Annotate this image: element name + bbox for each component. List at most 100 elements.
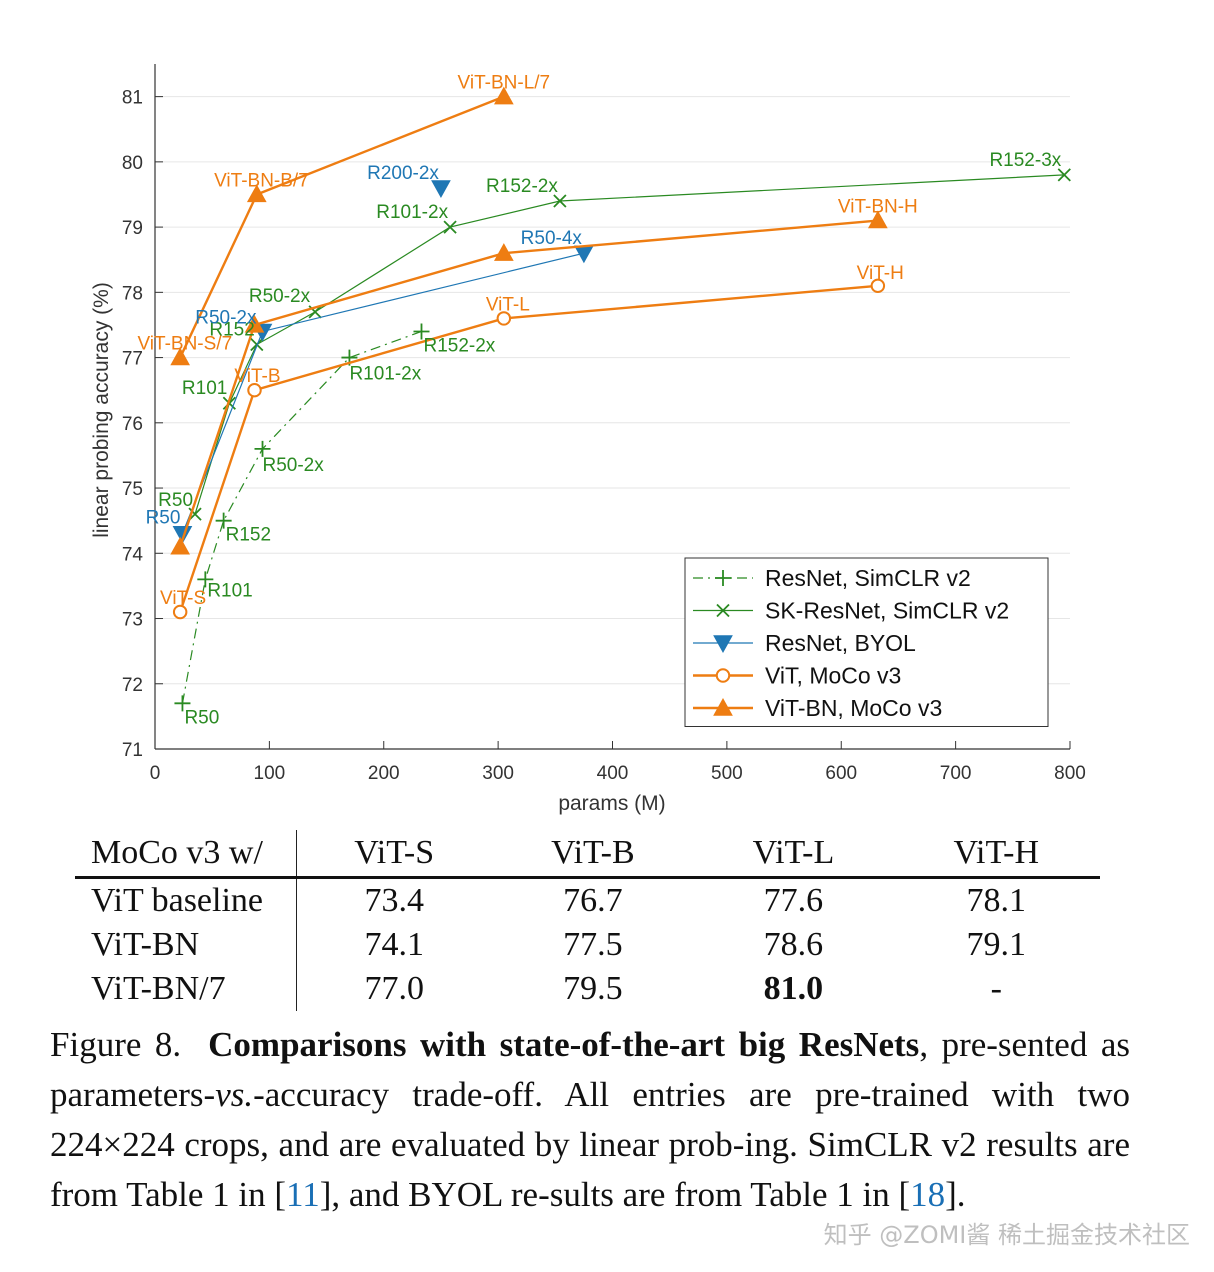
legend-box (684, 557, 1049, 727)
caption-title: Comparisons with state-of-the-art big Re… (208, 1025, 920, 1064)
table-row: ViT-BN/7 77.0 79.5 81.0 - (75, 967, 1100, 1011)
y-tick-label: 72 (122, 675, 143, 696)
grid-lines (155, 96, 1070, 685)
circle-marker (172, 604, 188, 620)
series-line (194, 174, 1065, 515)
triangle-up-marker (170, 536, 191, 555)
series-line (181, 330, 422, 704)
plus-marker (215, 512, 232, 529)
figure-label: Figure 8. (50, 1025, 182, 1064)
plus-marker (197, 571, 214, 588)
triangle-up-marker (244, 314, 265, 333)
point-label: R50 (146, 508, 181, 529)
series-line (179, 284, 878, 613)
point-label: R50-4x (521, 228, 583, 249)
citation-link[interactable]: 11 (286, 1175, 320, 1214)
point-label: R101-2x (349, 364, 421, 385)
table-cell: 77.0 (364, 970, 424, 1007)
table-cell: 77.5 (563, 926, 623, 963)
x-tick-label: 400 (597, 763, 629, 784)
y-tick-label: 81 (122, 88, 143, 109)
table-header-cell: ViT-S (354, 834, 435, 871)
point-label: ViT-BN-L/7 (458, 73, 551, 94)
legend-label: ResNet, BYOL (765, 630, 916, 656)
y-tick-label: 76 (122, 414, 143, 435)
y-axis-label: linear probing accuracy (%) (90, 282, 113, 538)
results-table: MoCo v3 w/ ViT-S ViT-B ViT-L ViT-H ViT b… (75, 830, 1100, 1011)
table-cell: 77.6 (763, 882, 824, 919)
legend-label: SK-ResNet, SimCLR v2 (765, 598, 1009, 624)
citation-link[interactable]: 18 (910, 1175, 946, 1214)
plus-marker (254, 440, 271, 457)
point-label: R101 (182, 378, 227, 399)
point-label: ViT-BN-H (838, 197, 918, 218)
circle-marker (496, 311, 512, 326)
point-label: R50 (158, 490, 193, 511)
point-label: ViT-BN-S/7 (137, 334, 232, 355)
x-axis-label: params (M) (558, 792, 665, 815)
triangle-up-marker (493, 243, 514, 261)
row-label: ViT baseline (75, 877, 297, 923)
y-tick-label: 79 (122, 218, 143, 239)
point-label: R152-3x (989, 150, 1061, 171)
point-label: R50-2x (249, 286, 311, 307)
axes: 71 72 73 74 75 76 77 78 79 80 81 0 100 200 300 400 500 60… (122, 64, 1086, 784)
triangle-down-marker (713, 635, 733, 654)
triangle-up-marker (170, 347, 191, 366)
point-labels: R50R101R152R50-2xR101-2xR152-2xR50R101R1… (137, 73, 1061, 729)
point-label: R50-2x (263, 455, 325, 476)
triangle-down-marker (431, 180, 451, 198)
watermark: 知乎 @ZOMI酱 稀土掘金技术社区 (823, 1221, 1190, 1249)
table-header-cell: MoCo v3 w/ (75, 830, 297, 878)
x-tick-label: 500 (711, 763, 743, 784)
x-marker (716, 603, 730, 618)
plus-marker (715, 570, 731, 586)
table-cell: 79.1 (966, 926, 1027, 963)
point-label: R152-2x (486, 176, 558, 197)
table-row: ViT baseline 73.4 76.7 77.6 78.1 (75, 877, 1100, 923)
point-label: R152-2x (423, 335, 495, 356)
caption-italic: vs. (215, 1075, 254, 1114)
table-header-cell: ViT-L (752, 834, 835, 871)
y-tick-label: 74 (122, 544, 144, 565)
triangle-up-marker (246, 184, 267, 203)
legend-label: ViT-BN, MoCo v3 (765, 695, 942, 721)
y-tick-label: 73 (122, 610, 143, 631)
plus-marker (413, 323, 430, 340)
x-tick-label: 0 (150, 763, 161, 784)
caption-text: , pre-sented as parameters- (50, 1025, 1130, 1114)
legend: ResNet, SimCLR v2 SK-ResNet, SimCLR v2 Res… (684, 557, 1049, 727)
x-marker (188, 507, 202, 521)
triangle-down-marker (172, 526, 193, 544)
table-cell: 78.6 (763, 926, 824, 963)
caption-text: ], and BYOL re-sults are from Table 1 in… (319, 1175, 911, 1214)
row-label: ViT-BN (75, 923, 297, 967)
table-header-row: MoCo v3 w/ ViT-S ViT-B ViT-L ViT-H (75, 830, 1100, 878)
point-label: ViT-B (234, 366, 280, 387)
y-tick-label: 77 (122, 349, 143, 370)
table-cell: 73.4 (364, 882, 424, 919)
triangle-up-marker (868, 210, 888, 229)
point-label: ViT-L (486, 294, 530, 315)
x-tick-label: 700 (940, 763, 972, 784)
figure-caption: Figure 8. Comparisons with state-of-the-… (50, 1020, 1130, 1220)
table-cell: 79.5 (563, 970, 623, 1007)
x-marker (553, 194, 567, 208)
table-row: ViT-BN 74.1 77.5 78.6 79.1 (75, 923, 1100, 967)
x-tick-label: 100 (254, 763, 286, 784)
triangle-up-marker (493, 86, 514, 105)
x-tick-label: 600 (825, 763, 857, 784)
circle-marker (870, 278, 886, 294)
caption-text: ]. (945, 1175, 966, 1214)
table-cell: - (990, 970, 1002, 1007)
plus-marker (174, 695, 191, 712)
series-layer (170, 86, 1071, 712)
point-label: ViT-BN-B/7 (214, 170, 309, 191)
chart: 71 72 73 74 75 76 77 78 79 80 81 0 100 200 300 400 500 60… (90, 64, 1086, 815)
table-cell: 76.7 (563, 882, 623, 919)
legend-label: ResNet, SimCLR v2 (765, 565, 971, 591)
point-label: R152 (209, 320, 254, 341)
x-tick-label: 800 (1054, 763, 1086, 784)
y-tick-label: 71 (122, 740, 143, 761)
y-tick-label: 75 (122, 479, 143, 500)
